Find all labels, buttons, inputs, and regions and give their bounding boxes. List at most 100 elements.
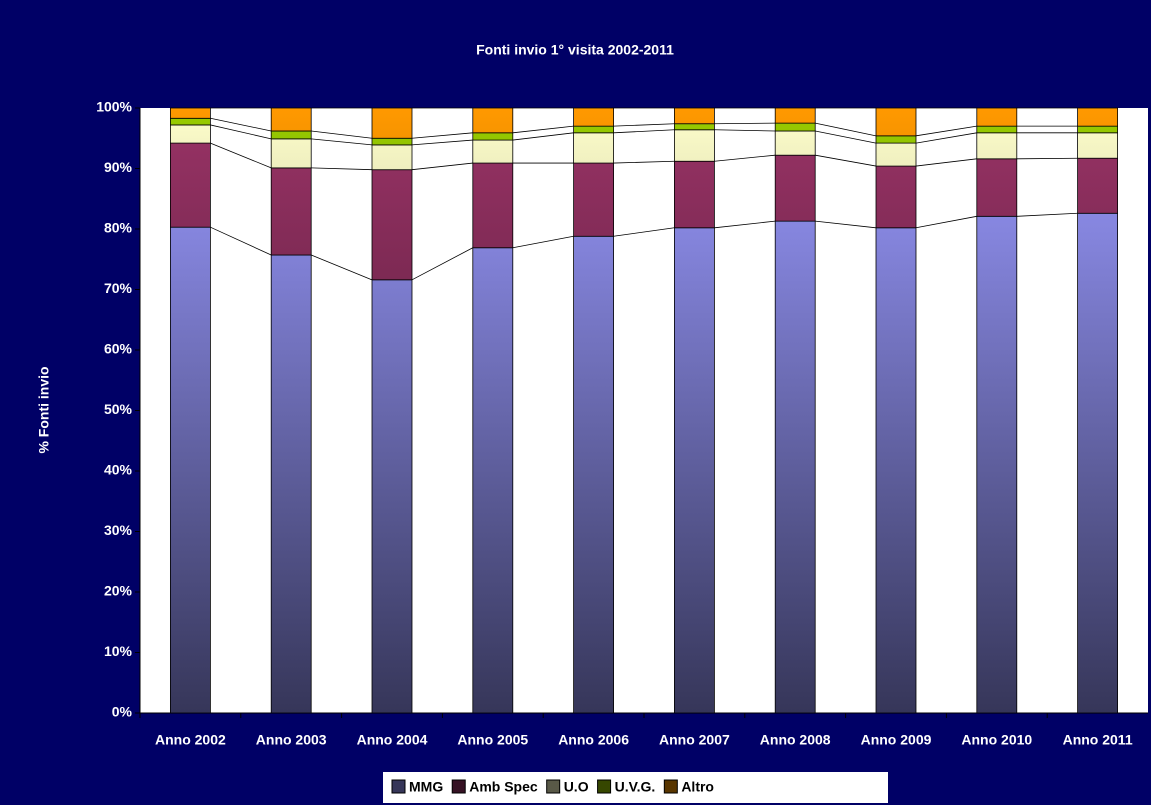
y-tick-label: 0% [112,704,133,720]
series-line [815,154,877,167]
bar-segment [976,215,1018,714]
y-tick-label: 40% [104,462,133,478]
series-line [613,123,675,127]
legend-label: U.O [564,779,589,795]
bar-segment [1077,132,1118,159]
bar-segment [774,130,816,156]
series-line [1016,157,1078,160]
series-line [411,132,473,139]
bar-segment [169,107,211,119]
series-line [411,139,473,146]
bar-segment [169,124,211,144]
series-line [512,132,574,141]
series-line [815,130,877,144]
series-line [411,162,473,171]
series-line [311,138,373,146]
legend-label: U.V.G. [615,779,656,795]
x-tick-label: Anno 2011 [1063,732,1133,748]
series-line [311,167,373,171]
series-line [915,215,977,229]
bar-segment [472,132,514,141]
x-tick-label: Anno 2009 [861,732,932,748]
bar-segment [774,122,816,132]
bar-segment [1077,212,1118,714]
legend-swatch [663,779,678,794]
bar-segment [371,279,413,714]
y-tick-label: 100% [96,99,132,115]
series-line [613,227,675,237]
x-tick-label: Anno 2002 [155,732,226,748]
x-tick-label: Anno 2008 [760,732,831,748]
y-tick-label: 90% [104,159,133,175]
bar-segment [976,107,1018,127]
y-tick-label: 20% [104,583,133,599]
bar-segment [674,227,715,714]
chart-title: Fonti invio 1° visita 2002-2011 [476,42,674,58]
series-line [815,220,877,229]
bar-segment [573,132,614,164]
x-tick-label: Anno 2004 [357,732,428,748]
legend [383,772,888,803]
series-line [714,129,776,132]
series-line [311,254,373,281]
series-line [714,154,776,162]
series-line [210,142,272,169]
bar-segment [371,169,413,281]
bar-segment [472,139,514,164]
x-tick-label: Anno 2006 [558,732,629,748]
bar-segment [875,107,917,137]
bar-segment [472,247,514,714]
bar-segment [875,135,917,144]
legend-swatch [451,779,466,794]
legend-label: MMG [409,779,443,795]
series-line [512,235,574,249]
bar-segment [472,162,514,249]
bar-segment [1077,157,1118,214]
series-line [512,125,574,134]
bar-segment [674,160,715,229]
series-line [815,122,877,137]
bar-segment [976,125,1018,134]
series-line [915,158,977,167]
bar-segment [573,107,614,127]
series-line [311,130,373,139]
series-line [714,122,776,125]
y-tick-label: 80% [104,220,133,236]
bar-segment [875,165,917,229]
bar-segment [270,138,312,169]
bar-segment [674,129,715,162]
bar-segment [573,235,614,714]
series-line [1016,212,1078,217]
bar-segment [1077,107,1118,127]
x-tick-label: Anno 2005 [457,732,528,748]
series-line [915,132,977,144]
bar-segment [169,142,211,228]
y-tick-label: 70% [104,280,133,296]
bar-segment [270,167,312,256]
bar-segment [976,158,1018,217]
legend-swatch [597,779,612,794]
series-line [915,125,977,137]
bar-segment [371,137,413,146]
bar-segment [875,142,917,167]
legend-label: Amb Spec [469,779,538,795]
bar-segment [573,162,614,237]
bar-segment [875,227,917,714]
series-line [210,117,272,132]
bar-segment [573,125,614,134]
legend-swatch [391,779,406,794]
series-line [613,160,675,164]
bar-segment [270,130,312,140]
series-line [210,124,272,140]
series-line [714,220,776,229]
x-tick-label: Anno 2003 [256,732,327,748]
bar-segment [270,254,312,714]
series-line [411,247,473,281]
bar-segment [774,107,816,124]
bar-segment [674,123,715,131]
y-tick-label: 60% [104,341,133,357]
bar-segment [674,107,715,125]
bar-segment [270,107,312,132]
